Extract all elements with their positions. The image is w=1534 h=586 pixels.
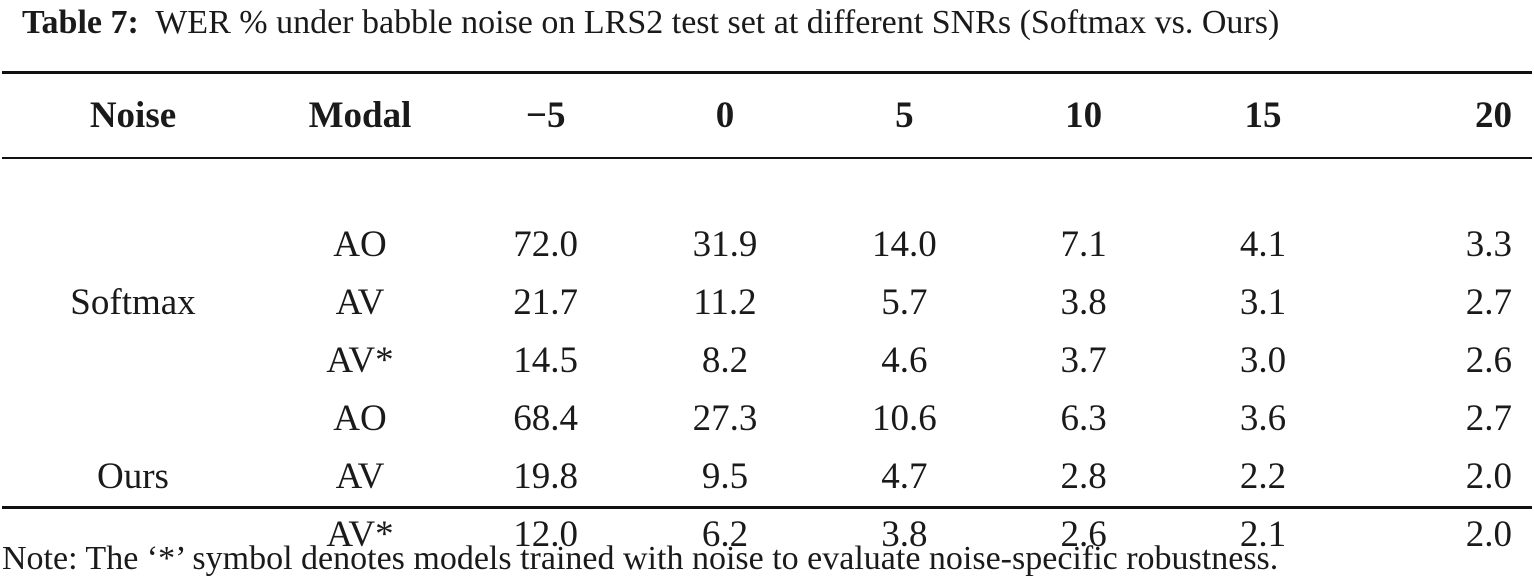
header-snr-15: 15: [1244, 95, 1282, 136]
value-cell: 6.3: [1060, 397, 1107, 439]
group-label-ours: Ours: [97, 455, 169, 497]
value-cell: 3.1: [1239, 281, 1287, 323]
header-snr-minus5: −5: [525, 95, 566, 136]
table-caption-label: Table 7:: [22, 4, 139, 41]
value-cell: 31.9: [692, 223, 758, 265]
value-cell: 4.7: [881, 455, 928, 497]
value-cell: 2.7: [1465, 397, 1512, 439]
value-cell: 4.6: [881, 339, 928, 381]
modal-cell: AV: [335, 281, 385, 323]
value-cell: 14.5: [513, 339, 579, 381]
value-cell: 5.7: [881, 281, 928, 323]
table-note: Note: The ‘*’ symbol denotes models trai…: [2, 540, 1279, 577]
value-cell: 27.3: [692, 397, 758, 439]
value-cell: 3.8: [881, 513, 928, 555]
value-cell: 21.7: [513, 281, 579, 323]
table-row: AV* 14.5 8.2 4.6 3.7 3.0 2.6: [2, 331, 1532, 389]
value-cell: 2.8: [1060, 455, 1107, 497]
table-caption-text: WER % under babble noise on LRS2 test se…: [155, 4, 1280, 41]
value-cell: 14.0: [871, 223, 937, 265]
value-cell: 6.2: [701, 513, 749, 555]
value-cell: 4.1: [1239, 223, 1287, 265]
table-row: AV 19.8 9.5 4.7 2.8 2.2 2.0: [2, 447, 1532, 505]
value-cell: 11.2: [693, 281, 757, 323]
results-table: Noise Modal −5 0 5 10 15 20 Softmax AO 7…: [2, 74, 1532, 563]
value-cell: 12.0: [513, 513, 579, 555]
table-caption: Table 7: WER % under babble noise on LRS…: [22, 0, 1279, 46]
value-cell: 2.6: [1060, 513, 1107, 555]
value-cell: 3.3: [1465, 223, 1512, 265]
header-noise: Noise: [89, 95, 177, 136]
value-cell: 3.6: [1239, 397, 1287, 439]
value-cell: 2.0: [1465, 455, 1512, 497]
group-label-softmax: Softmax: [70, 281, 196, 323]
value-cell: 2.1: [1239, 513, 1287, 555]
value-cell: 2.6: [1465, 339, 1512, 381]
value-cell: 68.4: [513, 397, 579, 439]
value-cell: 2.7: [1465, 281, 1512, 323]
value-cell: 9.5: [701, 455, 749, 497]
table-row: Ours AO 68.4 27.3 10.6 6.3 3.6 2.7: [2, 389, 1532, 497]
value-cell: 3.0: [1239, 339, 1287, 381]
value-cell: 3.7: [1060, 339, 1107, 381]
value-cell: 3.8: [1060, 281, 1107, 323]
table-header-row: Noise Modal −5 0 5 10 15 20: [2, 74, 1532, 157]
modal-cell: AV*: [326, 339, 394, 381]
header-snr-20: 20: [1475, 95, 1512, 136]
table-header-rule: [2, 157, 1532, 159]
value-cell: 10.6: [871, 397, 937, 439]
value-cell: 72.0: [513, 223, 579, 265]
modal-cell: AO: [333, 223, 387, 265]
table-top-rule: [2, 71, 1532, 74]
value-cell: 19.8: [513, 455, 579, 497]
header-snr-10: 10: [1065, 95, 1103, 136]
table-row: Softmax AO 72.0 31.9 14.0 7.1 4.1 3.3: [2, 215, 1532, 323]
value-cell: 7.1: [1060, 223, 1107, 265]
header-snr-5: 5: [895, 95, 914, 136]
value-cell: 8.2: [701, 339, 749, 381]
table-row: AV 21.7 11.2 5.7 3.8 3.1 2.7: [2, 273, 1532, 331]
table-row: AV* 12.0 6.2 3.8 2.6 2.1 2.0: [2, 505, 1532, 563]
header-modal: Modal: [308, 95, 412, 136]
header-spacer: [2, 157, 1532, 215]
header-snr-0: 0: [715, 95, 735, 136]
modal-cell: AO: [333, 397, 387, 439]
value-cell: 2.2: [1239, 455, 1287, 497]
value-cell: 2.0: [1465, 513, 1512, 555]
modal-cell: AV: [335, 455, 385, 497]
table-bottom-rule: [2, 506, 1532, 509]
modal-cell: AV*: [326, 513, 394, 555]
